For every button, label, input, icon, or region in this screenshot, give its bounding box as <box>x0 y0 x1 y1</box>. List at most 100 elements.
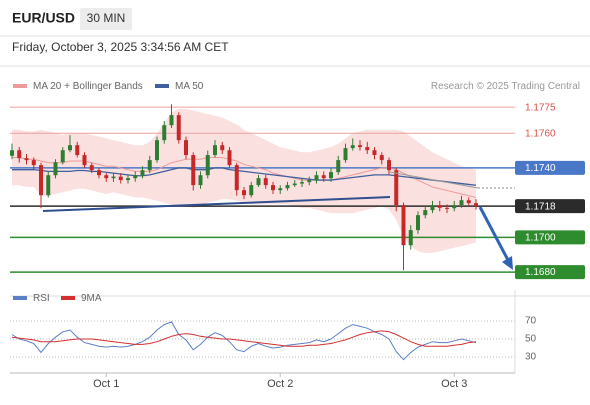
level-label-box <box>515 199 585 214</box>
candle-body <box>24 158 29 161</box>
projection-arrow <box>478 206 511 263</box>
candle-body <box>198 175 203 186</box>
legend-swatch <box>61 296 75 300</box>
candle-body <box>242 190 246 196</box>
candle-body <box>17 150 22 159</box>
legend-swatch <box>13 296 27 300</box>
y-tick-label: 30 <box>525 352 537 363</box>
candle-body <box>68 145 72 151</box>
level-label-box <box>515 160 585 175</box>
candle-body <box>423 210 428 216</box>
candle-body <box>452 205 457 209</box>
y-tick-label: 70 <box>525 316 537 327</box>
legend-label: MA 50 <box>175 81 204 92</box>
candle-body <box>31 160 36 166</box>
candle-body <box>169 115 174 126</box>
trendline <box>389 171 479 189</box>
candle-body <box>39 165 43 196</box>
candle-body <box>459 200 464 206</box>
candle-body <box>155 140 159 161</box>
rsi-panel: 30 50 70 Oct 1 Oct 2 Oct 3 <box>10 316 537 390</box>
x-tick-label: Oct 1 <box>93 378 119 390</box>
candle-body <box>227 150 232 166</box>
candle-body <box>249 185 254 196</box>
trendline <box>42 196 391 212</box>
level-label: 1.1775 <box>525 102 556 113</box>
timestamp: Friday, October 3, 2025 3:34:56 AM CET <box>12 40 229 54</box>
candle-body <box>133 175 138 179</box>
timeframe: 30 MIN <box>87 11 126 25</box>
price-panel: 1.1775 1.1760 1.1740 1.1718 1.1700 1.1680 <box>10 102 585 280</box>
x-tick-label: Oct 2 <box>267 378 293 390</box>
candle-body <box>430 205 435 211</box>
candle-body <box>10 150 14 156</box>
candle-body <box>60 150 65 163</box>
annotations <box>42 171 515 270</box>
candle-body <box>104 175 109 179</box>
candle-body <box>437 205 442 208</box>
candle-body <box>191 155 196 186</box>
candle-body <box>147 160 152 171</box>
candle-body <box>234 165 239 191</box>
candle-body <box>285 185 290 189</box>
candle-body <box>292 183 297 186</box>
arrow-head <box>502 256 513 270</box>
candle-body <box>365 147 370 151</box>
candle-body <box>256 178 261 186</box>
moving-average <box>12 167 477 186</box>
candle-body <box>416 215 420 231</box>
candle-body <box>82 155 87 166</box>
candle-body <box>213 145 217 156</box>
indicator-line <box>11 321 477 361</box>
candle-body <box>336 160 341 173</box>
source: Research © 2025 Trading Central <box>431 81 580 92</box>
candle-body <box>53 162 58 176</box>
candle-body <box>379 155 384 161</box>
symbol: EUR/USD <box>12 10 75 26</box>
legend-label: RSI <box>33 293 50 304</box>
candle-body <box>162 125 167 141</box>
candle-body <box>474 203 478 207</box>
level-label: 1.1740 <box>525 163 556 174</box>
legend-label: MA 20 + Bollinger Bands <box>33 81 143 92</box>
candle-body <box>176 115 181 141</box>
candle-body <box>329 172 333 179</box>
candle-body <box>75 145 80 156</box>
legend-swatch <box>13 84 27 88</box>
candle-body <box>350 145 355 149</box>
level-label: 1.1680 <box>525 267 556 278</box>
level-label: 1.1718 <box>525 201 556 212</box>
timeframe-badge <box>80 8 132 30</box>
level-label-box <box>515 265 585 280</box>
moving-average <box>12 157 477 198</box>
candle-body <box>445 207 449 209</box>
candle-body <box>358 145 362 148</box>
candle-body <box>97 170 101 176</box>
indicator-line <box>11 330 477 347</box>
level-label: 1.1760 <box>525 128 556 139</box>
level-label-box <box>515 230 585 245</box>
candle-body <box>205 155 210 176</box>
legend-swatch <box>155 84 169 88</box>
level-label: 1.1700 <box>525 233 556 244</box>
candle-body <box>372 150 377 156</box>
candle-body <box>126 178 130 181</box>
candle-body <box>89 165 94 171</box>
candle-body <box>118 176 123 181</box>
candle-body <box>263 178 268 186</box>
candle-body <box>307 180 312 183</box>
candle-body <box>401 205 406 246</box>
candle-body <box>387 160 391 171</box>
candle-body <box>394 170 399 206</box>
candle-body <box>140 170 145 176</box>
y-tick-label: 50 <box>525 334 537 345</box>
candle-body <box>321 175 326 179</box>
candle-body <box>300 182 304 184</box>
candle-body <box>220 145 225 151</box>
candle-body <box>184 140 188 156</box>
candle-body <box>278 188 283 191</box>
candle-body <box>408 230 413 246</box>
candle-body <box>343 148 348 161</box>
x-tick-label: Oct 3 <box>441 378 467 390</box>
